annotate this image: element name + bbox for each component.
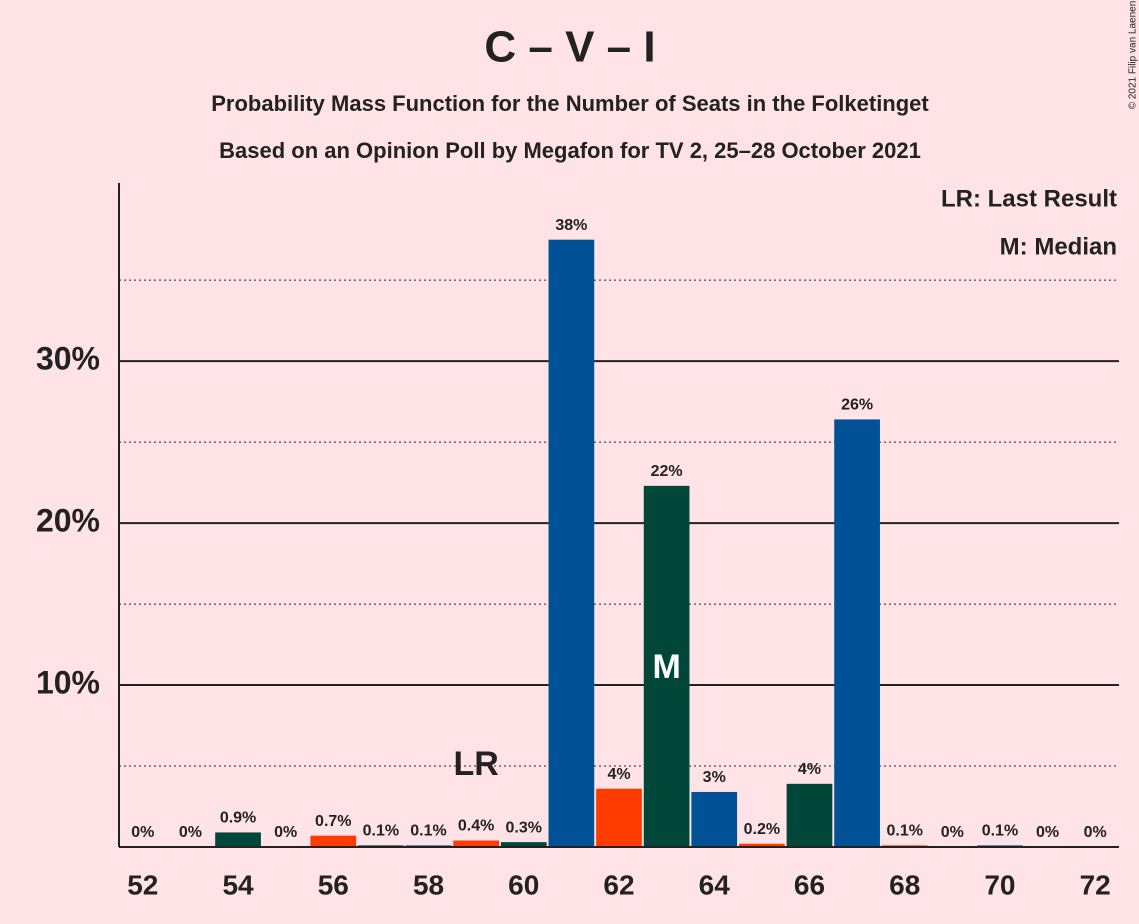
value-label: 0% xyxy=(1036,824,1059,841)
value-label: 4% xyxy=(607,766,630,783)
y-tick-label: 10% xyxy=(36,665,100,701)
legend-entry: M: Median xyxy=(1000,233,1117,260)
value-label: 22% xyxy=(651,463,683,480)
chart-subtitle: Probability Mass Function for the Number… xyxy=(211,91,929,116)
x-tick-label: 70 xyxy=(984,869,1015,900)
bar xyxy=(548,239,595,847)
value-label: 3% xyxy=(703,769,726,786)
bar xyxy=(786,783,833,847)
legend-entry: LR: Last Result xyxy=(941,185,1117,212)
y-tick-label: 30% xyxy=(36,341,100,377)
value-label: 26% xyxy=(841,397,873,414)
value-label: 0.1% xyxy=(363,823,399,840)
value-label: 0% xyxy=(274,824,297,841)
bar xyxy=(834,419,880,847)
value-label: 0.2% xyxy=(744,821,780,838)
value-label: 38% xyxy=(555,217,587,234)
value-label: 0.3% xyxy=(506,819,542,836)
y-tick-label: 20% xyxy=(36,503,100,539)
annotation: M xyxy=(652,648,680,686)
value-label: 0.1% xyxy=(410,823,446,840)
bar xyxy=(215,832,261,847)
x-tick-label: 58 xyxy=(413,869,444,900)
bar xyxy=(643,485,690,847)
x-tick-label: 56 xyxy=(318,869,349,900)
value-label: 0% xyxy=(179,824,202,841)
value-label: 0.1% xyxy=(982,823,1018,840)
value-label: 0.4% xyxy=(458,818,494,835)
x-tick-label: 54 xyxy=(222,869,254,900)
value-label: 0% xyxy=(1084,824,1107,841)
copyright: © 2021 Filip van Laenen xyxy=(1128,1,1139,110)
bar xyxy=(500,842,547,847)
bar xyxy=(596,788,642,847)
x-tick-label: 72 xyxy=(1080,869,1111,900)
bar xyxy=(453,840,499,847)
x-tick-label: 60 xyxy=(508,869,539,900)
value-label: 0.9% xyxy=(220,810,256,827)
value-label: 0% xyxy=(941,824,964,841)
annotation: LR xyxy=(453,745,498,783)
value-label: 0% xyxy=(131,824,154,841)
value-label: 4% xyxy=(798,761,821,778)
chart-subtitle: Based on an Opinion Poll by Megafon for … xyxy=(219,138,921,163)
bar xyxy=(739,843,785,847)
value-label: 0.7% xyxy=(315,813,351,830)
chart-title: C – V – I xyxy=(484,23,655,72)
x-tick-label: 66 xyxy=(794,869,825,900)
x-tick-label: 64 xyxy=(699,869,731,900)
x-tick-label: 68 xyxy=(889,869,920,900)
value-label: 0.1% xyxy=(886,823,922,840)
bar xyxy=(310,835,357,847)
x-tick-label: 52 xyxy=(127,869,158,900)
bar xyxy=(691,791,738,847)
x-tick-label: 62 xyxy=(603,869,634,900)
